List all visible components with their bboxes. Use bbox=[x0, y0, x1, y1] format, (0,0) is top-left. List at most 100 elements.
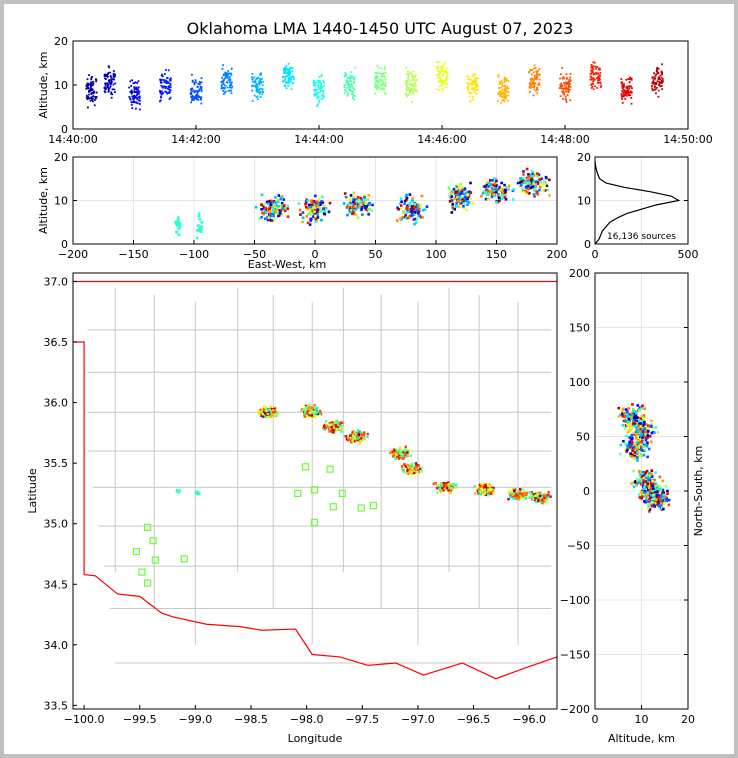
plan-point bbox=[547, 493, 550, 496]
ew-point bbox=[279, 197, 283, 201]
time-point bbox=[92, 80, 95, 83]
time-point bbox=[470, 92, 473, 95]
time-point bbox=[104, 84, 107, 87]
ew-point bbox=[396, 206, 399, 210]
time-point bbox=[260, 74, 262, 76]
plan-point bbox=[395, 447, 398, 451]
ns-point bbox=[639, 417, 643, 420]
ew-point bbox=[328, 201, 332, 205]
time-point bbox=[590, 76, 593, 78]
ew-point bbox=[411, 196, 414, 200]
time-point bbox=[256, 83, 259, 86]
ew-point bbox=[348, 210, 352, 214]
time-point bbox=[223, 92, 225, 95]
time-point bbox=[224, 75, 227, 78]
plan-ytick-label: 36.5 bbox=[44, 336, 69, 349]
ew-point bbox=[415, 221, 418, 224]
plan-point bbox=[309, 408, 313, 411]
plan-point bbox=[258, 413, 261, 416]
ns-point bbox=[625, 410, 629, 414]
time-point bbox=[193, 83, 196, 86]
plan-point bbox=[388, 451, 392, 455]
ew-point bbox=[544, 182, 548, 185]
time-point bbox=[501, 89, 504, 91]
time-point bbox=[104, 77, 106, 80]
plan-point bbox=[541, 501, 544, 505]
time-point bbox=[379, 87, 382, 90]
plan-point bbox=[432, 482, 436, 485]
time-point bbox=[569, 76, 572, 79]
time-point bbox=[352, 87, 354, 89]
ew-point bbox=[497, 196, 501, 200]
ew-point bbox=[503, 192, 507, 196]
plan-point bbox=[536, 493, 539, 496]
ew-point bbox=[411, 199, 414, 203]
ns-point bbox=[643, 448, 647, 452]
plan-point bbox=[525, 495, 528, 499]
plan-point bbox=[196, 491, 199, 494]
time-point bbox=[651, 87, 654, 90]
time-point bbox=[625, 93, 627, 96]
ew-point bbox=[365, 205, 368, 209]
time-point bbox=[445, 78, 448, 81]
plan-ylabel: Latitude bbox=[26, 468, 39, 514]
ew-point bbox=[519, 183, 523, 187]
time-point bbox=[352, 91, 354, 93]
time-point bbox=[504, 89, 507, 92]
ew-point bbox=[299, 213, 302, 216]
time-point bbox=[259, 96, 262, 98]
ns-point bbox=[649, 473, 652, 477]
time-point bbox=[375, 79, 378, 82]
plan-point bbox=[312, 410, 315, 414]
time-point bbox=[566, 94, 569, 97]
ew-point bbox=[492, 193, 496, 196]
ew-point bbox=[352, 205, 356, 209]
time-point bbox=[381, 84, 384, 87]
ew-point bbox=[491, 186, 494, 190]
lma-station-marker bbox=[329, 503, 337, 511]
ns-point bbox=[625, 434, 628, 438]
ew-point bbox=[490, 195, 494, 199]
time-point bbox=[591, 82, 594, 85]
time-point bbox=[439, 81, 442, 84]
time-point bbox=[653, 76, 656, 79]
time-point bbox=[501, 82, 504, 85]
time-point bbox=[651, 77, 654, 79]
time-point bbox=[437, 80, 440, 83]
time-point bbox=[410, 72, 413, 75]
time-cluster-16 bbox=[558, 66, 572, 103]
time-point bbox=[445, 86, 448, 88]
time-point bbox=[111, 93, 114, 96]
ns-point bbox=[645, 485, 648, 489]
ew-point bbox=[305, 215, 309, 218]
time-point bbox=[251, 72, 254, 75]
ns-ytick-label: 150 bbox=[569, 322, 590, 335]
ns-point bbox=[633, 454, 637, 458]
plan-point bbox=[420, 470, 423, 473]
ew-point bbox=[370, 209, 373, 213]
time-point bbox=[346, 87, 348, 89]
ns-point bbox=[627, 422, 631, 426]
time-point bbox=[598, 77, 601, 79]
ew-point bbox=[530, 177, 534, 181]
time-point bbox=[230, 67, 233, 70]
time-point bbox=[625, 78, 628, 81]
time-point bbox=[623, 85, 626, 87]
ew-point bbox=[342, 202, 346, 205]
time-point bbox=[565, 77, 568, 79]
time-point bbox=[290, 76, 293, 78]
ns-point bbox=[653, 483, 657, 486]
ew-xtick-label: 150 bbox=[486, 248, 507, 261]
ew-point bbox=[268, 218, 271, 221]
plan-point bbox=[306, 410, 309, 414]
plan-point bbox=[417, 470, 421, 474]
time-point bbox=[134, 91, 137, 94]
plan-point bbox=[310, 414, 314, 417]
ew-point bbox=[263, 217, 267, 221]
ew-point bbox=[471, 202, 475, 205]
time-point bbox=[137, 80, 140, 83]
time-point bbox=[200, 102, 203, 105]
ns-point bbox=[641, 441, 645, 444]
ew-point bbox=[493, 189, 497, 193]
time-point bbox=[107, 89, 110, 92]
